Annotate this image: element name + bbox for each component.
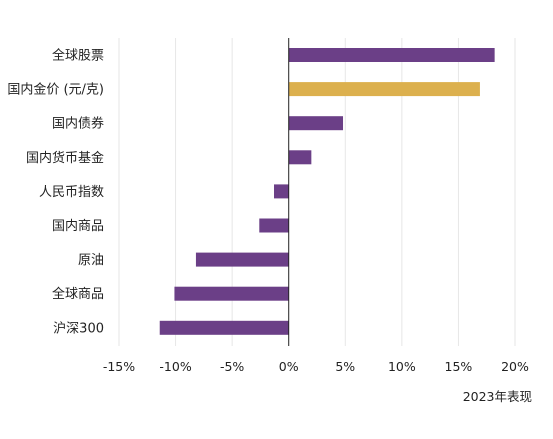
x-tick-label: 0% [279, 359, 299, 374]
bar [259, 218, 289, 233]
category-label: 国内商品 [52, 218, 104, 234]
x-tick-label: 20% [501, 359, 529, 374]
x-tick-label: -5% [220, 359, 244, 374]
chart-caption: 2023年表现 [463, 389, 532, 404]
category-label: 全球股票 [52, 48, 104, 64]
x-tick-label: 15% [445, 359, 473, 374]
bar [288, 150, 312, 165]
category-label: 国内货币基金 [26, 150, 104, 166]
bar [195, 252, 289, 267]
category-label: 全球商品 [52, 286, 104, 302]
x-tick-label: 5% [335, 359, 355, 374]
category-label: 沪深300 [53, 320, 104, 336]
bar [274, 184, 289, 199]
bar [288, 82, 480, 97]
category-label: 原油 [78, 253, 104, 268]
bar [288, 116, 344, 131]
x-tick-label: 10% [388, 359, 416, 374]
x-tick-label: -10% [159, 359, 191, 374]
category-label: 人民币指数 [39, 185, 104, 200]
bars [159, 48, 495, 335]
category-label: 国内金价 (元/克) [7, 82, 104, 98]
bar [288, 48, 495, 62]
bar [159, 320, 289, 335]
x-tick-labels: -15% -10% -5% 0% 5% 10% 15% 20% [103, 359, 529, 374]
category-label: 国内债券 [52, 116, 104, 132]
bar [174, 286, 289, 301]
x-tick-label: -15% [103, 359, 135, 374]
